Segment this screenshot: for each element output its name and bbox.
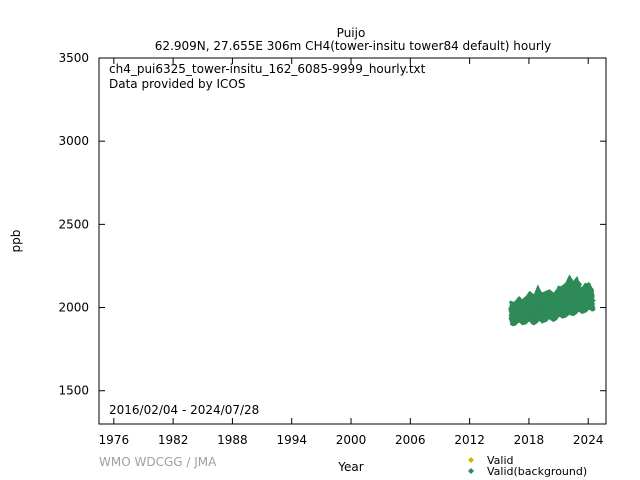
data-point — [591, 298, 596, 303]
y-tick-label: 3000 — [58, 134, 89, 148]
x-axis-label: Year — [337, 460, 363, 474]
x-axis-ticks: 1976 1982 1988 1994 2000 2006 2012 2018 2024 — [99, 58, 604, 447]
chart-title: Puijo — [337, 26, 366, 40]
data-point — [591, 302, 596, 307]
legend-marker-valid — [468, 457, 474, 463]
data-point — [564, 298, 569, 303]
file-label: ch4_pui6325_tower-insitu_162_6085-9999_h… — [109, 62, 426, 76]
data-point — [568, 284, 573, 289]
x-tick-label: 2000 — [336, 433, 367, 447]
data-point — [578, 282, 583, 287]
data-point — [528, 292, 533, 297]
data-point — [584, 308, 589, 313]
data-point — [557, 312, 562, 317]
data-point — [558, 285, 563, 290]
y-axis-label: ppb — [9, 230, 23, 253]
data-point — [524, 320, 529, 325]
legend-label-valid-background: Valid(background) — [487, 465, 587, 478]
x-tick-label: 1982 — [158, 433, 189, 447]
data-point — [519, 303, 524, 308]
x-tick-label: 2018 — [514, 433, 545, 447]
y-axis-ticks: 1500 2000 2500 3000 3500 — [58, 51, 606, 398]
data-series-layer — [508, 274, 596, 327]
x-tick-label: 2024 — [573, 433, 604, 447]
data-point — [508, 300, 513, 305]
data-point — [578, 286, 583, 291]
data-point — [560, 291, 565, 296]
y-tick-label: 2000 — [58, 301, 89, 315]
data-point — [590, 294, 595, 299]
plot-frame — [98, 57, 607, 425]
data-point — [529, 296, 534, 301]
x-tick-label: 2006 — [395, 433, 426, 447]
x-tick-label: 1976 — [99, 433, 130, 447]
x-tick-label: 2012 — [454, 433, 485, 447]
date-range-label: 2016/02/04 - 2024/07/28 — [109, 403, 259, 417]
data-point — [545, 316, 550, 321]
y-tick-label: 1500 — [58, 384, 89, 398]
data-point — [538, 290, 543, 295]
chart-subtitle: 62.909N, 27.655E 306m CH4(tower-insitu t… — [155, 39, 551, 53]
data-point — [529, 299, 534, 304]
legend-label-valid: Valid — [487, 454, 514, 467]
legend: Valid Valid(background) — [468, 454, 587, 478]
legend-marker-valid-background — [468, 468, 474, 474]
y-tick-label: 3500 — [58, 51, 89, 65]
x-tick-label: 1994 — [276, 433, 307, 447]
provider-label: Data provided by ICOS — [109, 77, 245, 91]
data-point — [542, 301, 547, 306]
x-tick-label: 1988 — [217, 433, 248, 447]
y-tick-label: 2500 — [58, 217, 89, 231]
data-point — [538, 295, 543, 300]
watermark: WMO WDCGG / JMA — [99, 455, 217, 469]
data-point — [591, 307, 596, 312]
